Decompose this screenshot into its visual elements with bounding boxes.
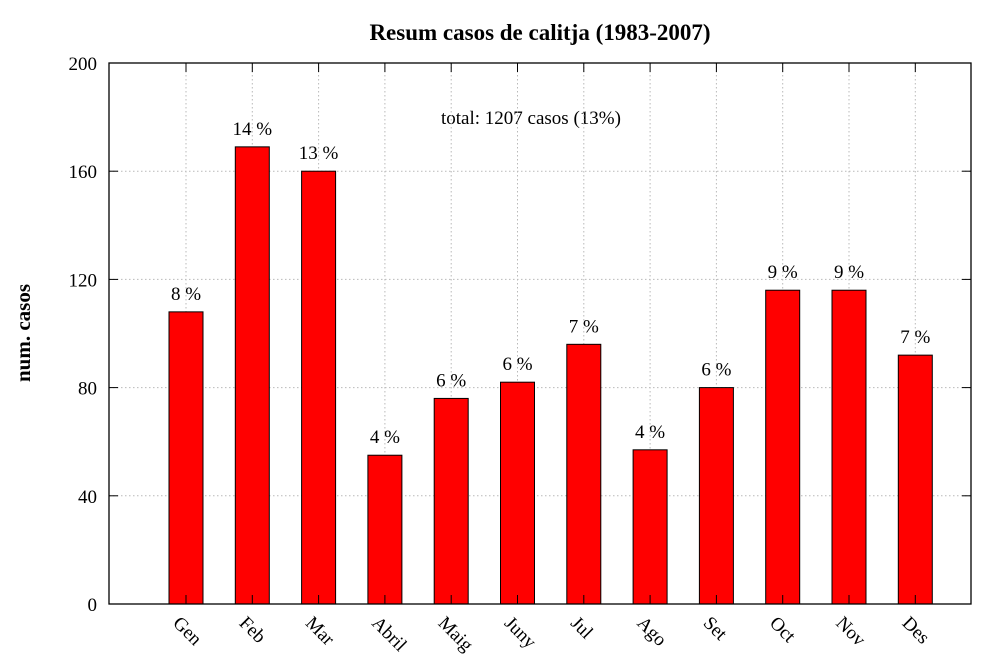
data-label: 7 % [569, 316, 599, 337]
x-tick-label: Jul [566, 613, 597, 644]
x-tick-label: Feb [235, 613, 270, 648]
y-tick-label: 0 [88, 595, 98, 616]
bar-feb [234, 146, 270, 605]
x-tick-label: Gen [168, 613, 206, 651]
data-label: 8 % [171, 284, 201, 305]
y-axis-label: num. casos [11, 284, 35, 382]
y-tick-label: 160 [69, 162, 98, 183]
bar-abril [367, 454, 403, 605]
plot-frame [108, 62, 972, 605]
data-label: 9 % [768, 262, 798, 283]
x-tick-label: Maig [434, 613, 478, 657]
total-annotation: total: 1207 casos (13%) [441, 108, 621, 129]
data-label: 6 % [436, 370, 466, 391]
y-tick-label: 120 [69, 270, 98, 291]
x-tick-label: Abril [367, 613, 410, 656]
bar-set [698, 387, 734, 605]
data-label: 6 % [701, 360, 731, 381]
data-label: 6 % [502, 354, 532, 375]
data-labels: 8 % 14 % 13 % 4 % 6 % 6 % 7 % 4 % 6 % 9 % 9 % 7 % [171, 119, 931, 448]
bar-maig [433, 397, 469, 605]
bar-ago [632, 449, 668, 605]
bars [168, 146, 933, 605]
bar-jul [566, 343, 602, 605]
bar-juny [500, 381, 535, 605]
bar-des [897, 354, 933, 605]
x-tick-label: Set [699, 613, 732, 646]
x-tick-label: Juny [500, 613, 541, 654]
data-label: 9 % [834, 262, 864, 283]
chart-title: Resum casos de calitja (1983-2007) [369, 20, 710, 45]
data-label: 4 % [635, 422, 665, 443]
bar-oct [765, 289, 801, 605]
y-tick-label: 40 [78, 487, 97, 508]
x-tick-label: Oct [765, 613, 800, 648]
data-label: 14 % [233, 119, 273, 140]
x-tick-label: Nov [831, 613, 869, 651]
data-label: 13 % [299, 143, 339, 164]
x-tick-label: Ago [633, 613, 671, 651]
bar-gen [168, 311, 204, 605]
x-tick-label: Des [898, 613, 934, 649]
bar-mar [301, 170, 337, 605]
x-tick-label: Mar [301, 613, 339, 651]
y-tick-label: 80 [78, 379, 97, 400]
bar-nov [831, 289, 867, 605]
data-label: 4 % [370, 427, 400, 448]
y-tick-label: 200 [69, 54, 98, 75]
data-label: 7 % [900, 327, 930, 348]
